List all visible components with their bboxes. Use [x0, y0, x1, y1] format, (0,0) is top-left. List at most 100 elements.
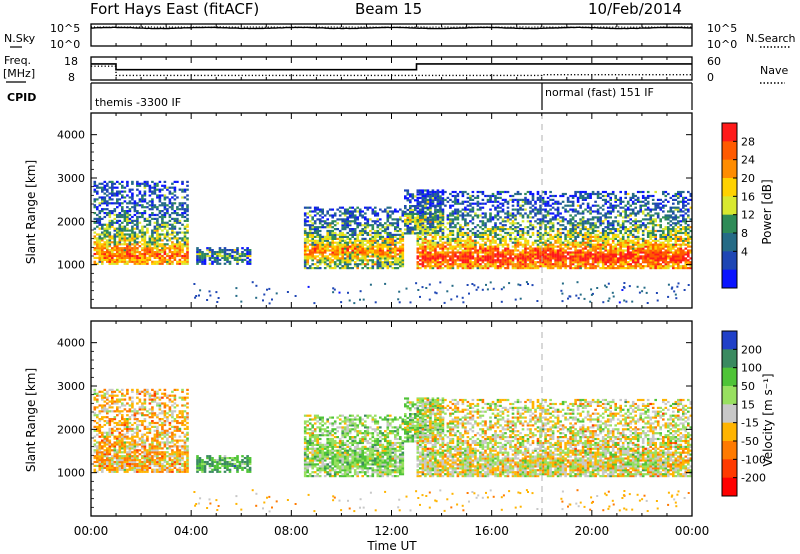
power-cell [406, 232, 410, 235]
power-cell [559, 261, 562, 264]
power-cell [644, 255, 647, 258]
power-cell [519, 204, 522, 207]
power-cell [576, 235, 580, 238]
power-cell [183, 219, 187, 222]
power-cell [634, 249, 637, 252]
power-cell [96, 184, 99, 187]
power-cell [591, 231, 595, 235]
power-cell [338, 233, 342, 236]
power-cell [561, 228, 565, 231]
power-cell [424, 231, 427, 235]
power-cell [624, 192, 627, 196]
power-cell [306, 231, 309, 235]
power-cell [609, 222, 612, 225]
power-cell [541, 241, 545, 244]
power-cell [156, 256, 159, 259]
power-cell [599, 255, 602, 258]
power-cell [494, 241, 497, 244]
power-cell [424, 193, 427, 196]
power-cell [511, 265, 515, 268]
power-cell [581, 261, 585, 264]
power-cell [569, 208, 572, 211]
power-cell [358, 257, 362, 260]
power-cell [384, 237, 387, 240]
power-cell [406, 189, 410, 192]
power-cell [381, 224, 385, 227]
power-cell [429, 201, 432, 204]
power-cell [153, 190, 157, 193]
power-cell [634, 237, 637, 240]
power-cell [616, 265, 620, 268]
power-cell [404, 220, 407, 223]
power-cell [499, 226, 502, 229]
power-cell [98, 239, 102, 242]
power-cell [659, 251, 662, 254]
power-cell [106, 251, 109, 254]
power-cell [133, 200, 137, 203]
power-cell [348, 222, 352, 225]
power-cell [146, 229, 149, 232]
power-cell [594, 224, 597, 227]
power-cell [624, 220, 627, 223]
power-cell [431, 216, 435, 219]
power-cell [529, 267, 532, 270]
power-cell [203, 262, 207, 265]
power-cell [521, 208, 525, 211]
power-cell [231, 256, 234, 259]
power-cell [426, 195, 430, 198]
power-cell [163, 251, 167, 254]
power-cell [461, 208, 465, 211]
power-cell [421, 251, 425, 254]
power-cell [328, 222, 332, 225]
power-cell [306, 235, 309, 238]
power-cell [614, 228, 617, 231]
power-cell [421, 210, 425, 214]
power-cell [459, 265, 462, 268]
power-cell [168, 237, 172, 240]
power-cell [136, 219, 139, 222]
power-cell [601, 228, 605, 231]
power-cell [601, 220, 605, 223]
power-cell [454, 212, 457, 215]
power-cell [429, 222, 432, 225]
power-cell [649, 257, 652, 260]
power-cell [183, 256, 187, 259]
power-cell [499, 251, 502, 254]
power-cell [123, 251, 127, 254]
power-cell [341, 233, 344, 236]
power-cell [424, 224, 427, 227]
power-cell [401, 245, 405, 248]
power-cell [133, 262, 137, 265]
power-cell [168, 206, 172, 209]
power-cell [476, 202, 480, 205]
power-cell [353, 210, 357, 213]
power-cell [591, 229, 595, 233]
power-cell [631, 243, 635, 246]
power-cell [586, 245, 590, 248]
power-cell [93, 198, 97, 201]
power-cell [459, 190, 462, 194]
power-cell [591, 226, 595, 229]
power-cell [151, 206, 154, 209]
power-cell [456, 235, 460, 238]
power-cell [93, 256, 97, 259]
power-cell [476, 190, 480, 194]
power-cell [451, 237, 455, 240]
power-cell [569, 194, 572, 198]
power-cell [103, 231, 107, 234]
power-cell [674, 267, 678, 270]
power-cell [626, 216, 630, 219]
power-cell [656, 224, 660, 227]
power-cell [624, 267, 627, 270]
power-cell [176, 251, 179, 254]
power-cell [416, 247, 420, 250]
power-cell [456, 233, 460, 236]
power-cell [626, 253, 630, 256]
power-cell [662, 259, 665, 262]
power-cell [316, 239, 319, 242]
power-cell [338, 253, 342, 256]
power-cell [546, 200, 550, 203]
power-cell [589, 265, 592, 268]
power-cell [421, 212, 425, 215]
power-cell [348, 210, 352, 213]
